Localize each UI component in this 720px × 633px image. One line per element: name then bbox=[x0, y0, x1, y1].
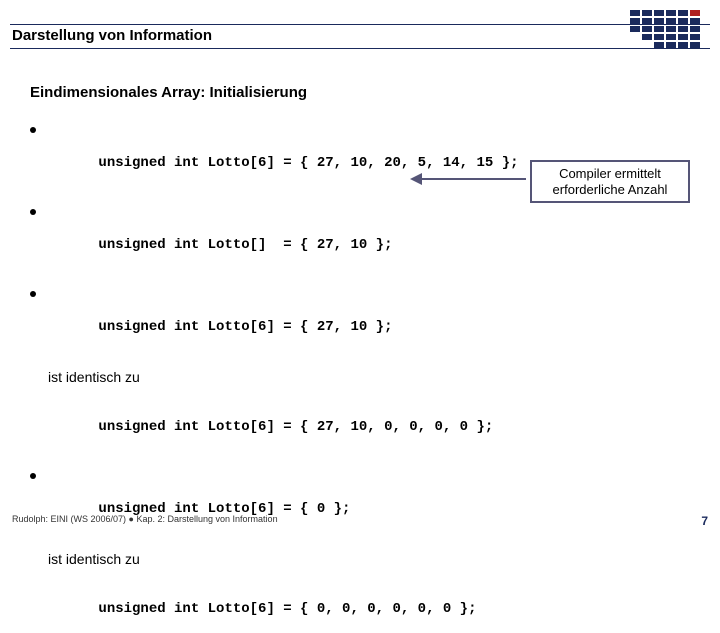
section-title: Eindimensionales Array: Initialisierung bbox=[30, 84, 690, 101]
bullet-icon bbox=[30, 127, 36, 133]
slide-header: Darstellung von Information bbox=[0, 0, 720, 60]
callout-box: Compiler ermittelt erforderliche Anzahl bbox=[530, 160, 690, 203]
slide-content: Eindimensionales Array: Initialisierung … bbox=[0, 60, 720, 633]
slide-footer: Rudolph: EINI (WS 2006/07) ● Kap. 2: Dar… bbox=[12, 514, 708, 528]
callout-text: Compiler ermittelt erforderliche Anzahl bbox=[553, 166, 668, 197]
code-text: unsigned int Lotto[] = { 27, 10 }; bbox=[98, 237, 392, 253]
code-text: unsigned int Lotto[6] = { 27, 10 }; bbox=[98, 319, 392, 335]
footer-left: Rudolph: EINI (WS 2006/07) ● Kap. 2: Dar… bbox=[12, 514, 278, 528]
header-rule-bottom bbox=[10, 48, 710, 49]
code-line-6: unsigned int Lotto[6] = { 0, 0, 0, 0, 0,… bbox=[48, 585, 690, 633]
note-identical-1: ist identisch zu bbox=[48, 369, 690, 385]
code-line-4: unsigned int Lotto[6] = { 27, 10, 0, 0, … bbox=[48, 403, 690, 451]
bullet-icon bbox=[30, 473, 36, 479]
bullet-icon bbox=[30, 291, 36, 297]
header-title: Darstellung von Information bbox=[12, 27, 212, 44]
code-line-3: unsigned int Lotto[6] = { 27, 10 }; bbox=[48, 287, 690, 351]
code-text: unsigned int Lotto[6] = { 27, 10, 0, 0, … bbox=[98, 419, 493, 435]
code-text: unsigned int Lotto[6] = { 0, 0, 0, 0, 0,… bbox=[98, 601, 476, 617]
university-logo bbox=[630, 0, 710, 56]
header-rule-top bbox=[10, 24, 710, 25]
bullet-icon bbox=[30, 209, 36, 215]
callout-arrow bbox=[410, 174, 526, 184]
code-text: unsigned int Lotto[6] = { 27, 10, 20, 5,… bbox=[98, 155, 518, 171]
code-line-2: unsigned int Lotto[] = { 27, 10 }; bbox=[48, 205, 690, 269]
note-identical-2: ist identisch zu bbox=[48, 551, 690, 567]
page-number: 7 bbox=[701, 514, 708, 528]
